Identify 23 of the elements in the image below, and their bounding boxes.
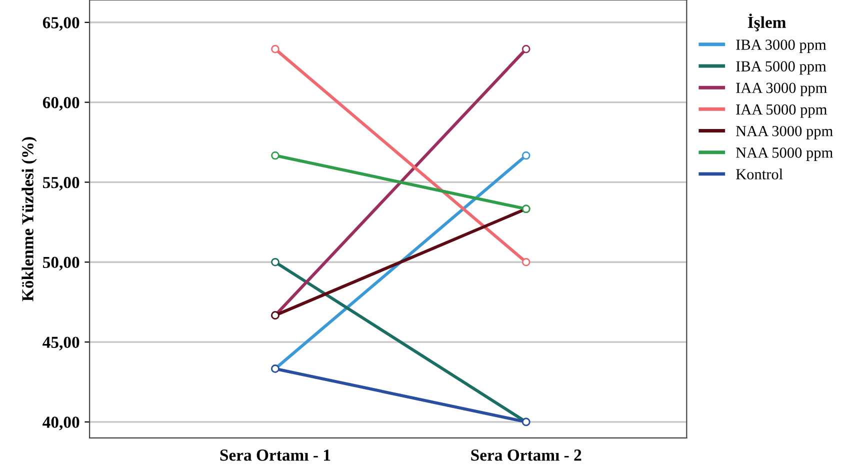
legend-label: NAA 3000 ppm: [736, 126, 833, 140]
legend-label: Kontrol: [736, 168, 783, 180]
legend-label: NAA 5000 ppm: [736, 148, 833, 161]
y-tick-label: 45,00: [42, 336, 80, 350]
legend-label: IBA 3000 ppm: [736, 40, 826, 54]
legend-title: İşlem: [748, 14, 786, 32]
x-tick-label: Sera Ortamı - 2: [471, 450, 582, 461]
y-tick-label: 65,00: [42, 17, 80, 31]
legend-label: IBA 5000 ppm: [736, 61, 826, 75]
point: [271, 258, 280, 266]
point: [271, 151, 280, 160]
x-tick-label: Sera Ortamı - 1: [220, 450, 330, 461]
y-tick-label: 55,00: [43, 176, 80, 191]
y-tick-label: 50,00: [43, 256, 80, 270]
point: [271, 44, 280, 54]
y-tick-label: 40,00: [42, 416, 80, 430]
legend-label: IAA 3000 ppm: [736, 82, 827, 96]
y-axis-title: Köklenme Yüzdesi (%): [22, 137, 37, 302]
point: [522, 151, 530, 160]
y-tick-label: 60,00: [42, 96, 80, 111]
point: [522, 44, 530, 54]
legend-label: IAA 5000 ppm: [736, 104, 827, 118]
point: [522, 258, 530, 266]
